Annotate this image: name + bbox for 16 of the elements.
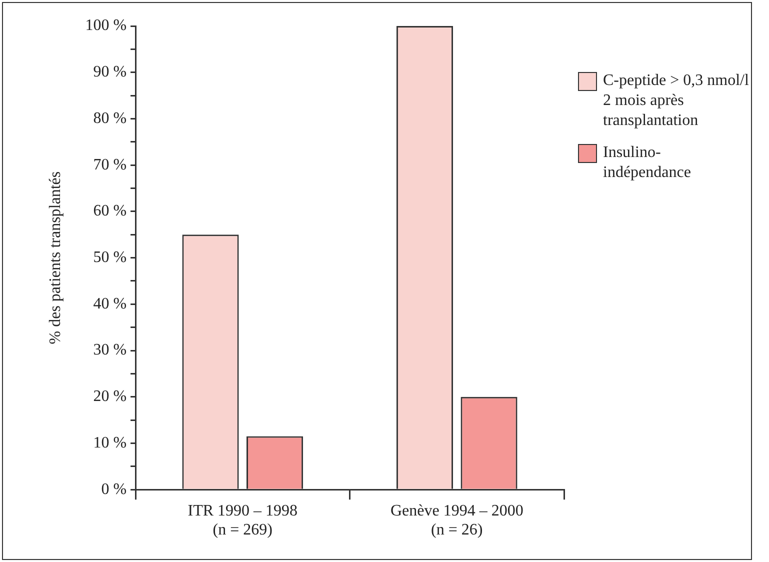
y-tick-label: 60 % bbox=[93, 202, 127, 220]
x-tick-label: ITR 1990 – 1998 (n = 269) bbox=[188, 502, 298, 539]
y-tick-label: 30 % bbox=[93, 342, 127, 359]
y-tick-label: 80 % bbox=[93, 110, 127, 127]
y-tick-label: 100 % bbox=[85, 17, 127, 34]
y-tick-label: 90 % bbox=[93, 64, 127, 81]
y-tick-label: 0 % bbox=[101, 480, 127, 498]
y-tick-label: 70 % bbox=[93, 156, 127, 174]
y-tick-label: 10 % bbox=[93, 434, 127, 452]
legend-label: C-peptide > 0,3 nmol/l 2 mois après transplantation bbox=[603, 71, 749, 131]
x-tick-label: Genève 1994 – 2000 (n = 26) bbox=[390, 502, 524, 539]
y-axis-title: % des patients transplantés bbox=[46, 171, 64, 344]
y-tick-label: 50 % bbox=[93, 249, 127, 266]
legend-label: Insulino- indépendance bbox=[603, 143, 691, 183]
y-tick-label: 20 % bbox=[93, 388, 127, 406]
y-tick-label: 40 % bbox=[93, 295, 127, 312]
